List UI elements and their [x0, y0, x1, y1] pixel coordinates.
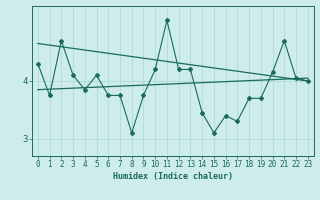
- X-axis label: Humidex (Indice chaleur): Humidex (Indice chaleur): [113, 172, 233, 181]
